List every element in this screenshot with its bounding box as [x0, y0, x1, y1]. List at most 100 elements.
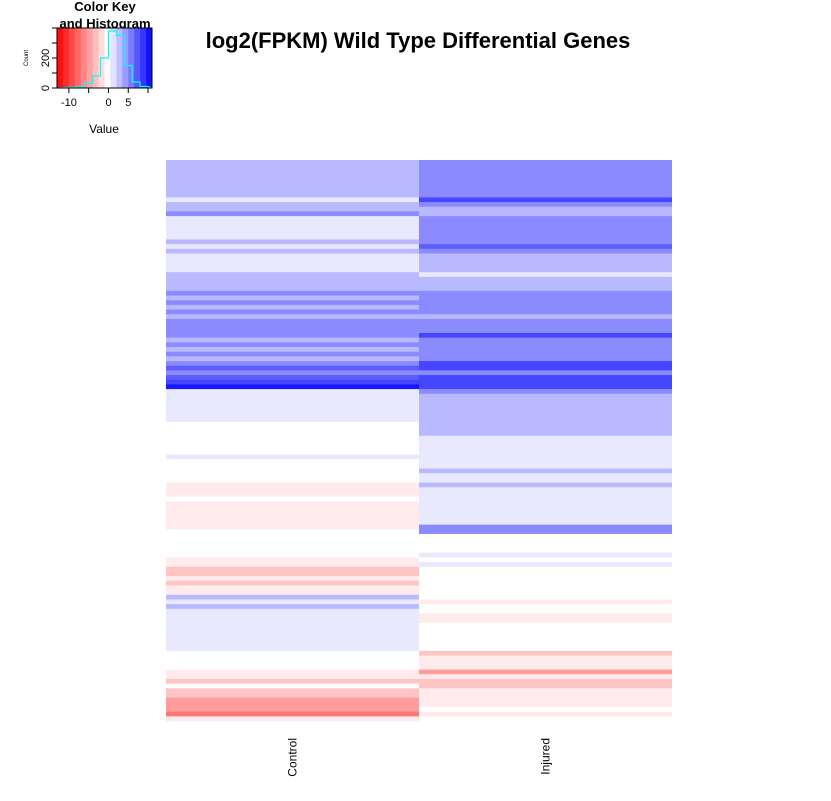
heatmap-cell — [166, 636, 419, 642]
heatmap-cell — [419, 234, 672, 240]
heatmap-cell — [166, 463, 419, 469]
color-key-band — [57, 28, 64, 88]
heatmap-cell — [166, 188, 419, 194]
heatmap-cell — [419, 417, 672, 423]
heatmap-cell — [166, 403, 419, 409]
heatmap-cell — [419, 351, 672, 357]
heatmap-cell — [419, 304, 672, 310]
heatmap-cell — [419, 160, 672, 166]
heatmap-cell — [419, 379, 672, 385]
heatmap-cell — [419, 272, 672, 278]
heatmap-cell — [166, 239, 419, 245]
heatmap-cell — [419, 421, 672, 427]
heatmap-cell — [419, 314, 672, 320]
heatmap-cell — [166, 585, 419, 591]
heatmap-cell — [419, 267, 672, 273]
heatmap-cell — [166, 613, 419, 619]
heatmap-cell — [166, 365, 419, 371]
heatmap-cell — [166, 646, 419, 652]
heatmap-cell — [419, 491, 672, 498]
heatmap-cell — [419, 585, 672, 591]
color-key-x-tick-label: 5 — [125, 97, 131, 109]
column-labels: Control Injured — [286, 738, 553, 777]
heatmap-cell — [166, 501, 419, 507]
heatmap-cell — [419, 608, 672, 614]
heatmap-cell — [419, 370, 672, 376]
color-key: Color Key and Histogram -10 0 5 0 200 Value… — [24, 0, 153, 136]
color-key-band — [122, 28, 129, 88]
heatmap-cell — [419, 683, 672, 689]
heatmap-cell — [166, 519, 419, 526]
heatmap-cell — [419, 613, 672, 619]
heatmap-cell — [419, 660, 672, 666]
heatmap-cell — [419, 440, 672, 446]
heatmap-cell — [166, 594, 419, 600]
color-key-band — [128, 28, 135, 88]
color-key-title-line2: and Histogram — [59, 16, 150, 31]
heatmap-cell — [166, 538, 419, 544]
heatmap-cell — [166, 202, 419, 208]
heatmap-cell — [419, 538, 672, 544]
heatmap-cell — [419, 318, 672, 325]
heatmap-cell — [419, 646, 672, 652]
heatmap-cell — [166, 445, 419, 451]
heatmap-cell — [166, 417, 419, 423]
heatmap-cell — [166, 468, 419, 474]
heatmap-cell — [166, 290, 419, 296]
heatmap-cell — [419, 496, 672, 502]
heatmap-cell — [166, 562, 419, 568]
heatmap-cell — [419, 674, 672, 680]
heatmap-cell — [166, 580, 419, 586]
heatmap-cell — [166, 286, 419, 292]
heatmap-cell — [166, 576, 419, 582]
heatmap-cell — [166, 604, 419, 610]
heatmap-cell — [419, 309, 672, 315]
heatmap-cell — [419, 552, 672, 558]
heatmap-cell — [419, 449, 672, 455]
heatmap-cell — [419, 174, 672, 180]
heatmap-cell — [166, 641, 419, 647]
heatmap-cell — [419, 206, 672, 212]
heatmap-cell — [419, 664, 672, 670]
color-key-band — [62, 28, 70, 88]
heatmap-cell — [166, 267, 419, 273]
heatmap-cell — [166, 295, 419, 301]
heatmap-cell — [166, 627, 419, 633]
heatmap-cell — [419, 258, 672, 264]
heatmap-grid — [166, 160, 672, 722]
heatmap-cell — [166, 449, 419, 455]
heatmap-cell — [419, 501, 672, 507]
heatmap-cell — [166, 543, 419, 549]
heatmap-cell — [166, 454, 419, 460]
heatmap-cell — [166, 608, 419, 614]
heatmap-cell — [419, 253, 672, 259]
heatmap-cell — [166, 505, 419, 512]
heatmap-cell — [166, 370, 419, 376]
column-label: Control — [286, 738, 300, 777]
heatmap-cell — [419, 711, 672, 717]
heatmap-cell — [166, 206, 419, 212]
heatmap-cell — [166, 473, 419, 479]
heatmap-cell — [166, 323, 419, 329]
heatmap-cell — [419, 211, 672, 217]
heatmap-cell — [166, 421, 419, 427]
color-key-x-tick-label: -10 — [61, 97, 77, 109]
heatmap-cell — [166, 678, 419, 684]
column-label: Injured — [539, 738, 553, 775]
heatmap-cell — [419, 655, 672, 661]
heatmap-cell — [166, 309, 419, 315]
heatmap-cell — [419, 468, 672, 474]
heatmap-cell — [166, 534, 419, 540]
heatmap-cell — [166, 164, 419, 170]
heatmap-cell — [419, 286, 672, 292]
heatmap-cell — [419, 599, 672, 605]
heatmap-cell — [166, 477, 419, 483]
heatmap-cell — [419, 239, 672, 245]
heatmap-cell — [419, 164, 672, 170]
heatmap-cell — [166, 220, 419, 226]
heatmap-cell — [166, 655, 419, 661]
heatmap-cell — [166, 431, 419, 437]
heatmap-cell — [166, 529, 419, 535]
heatmap-cell — [419, 716, 672, 722]
heatmap-cell — [166, 412, 419, 418]
